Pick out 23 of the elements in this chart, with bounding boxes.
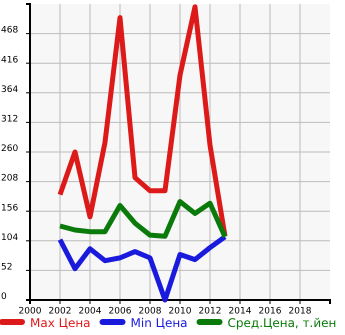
x-tick-label: 2008 <box>138 306 162 316</box>
x-tick-label: 2014 <box>228 306 252 316</box>
y-tick-label: 468 <box>1 26 18 36</box>
y-tick-label: 0 <box>1 292 7 302</box>
y-tick-label: 364 <box>1 84 18 95</box>
y-tick-label: 104 <box>1 232 18 243</box>
y-tick-label: 416 <box>1 55 18 66</box>
x-tick-label: 2016 <box>258 306 282 316</box>
legend-label: Сред.Цена, т.йен <box>228 316 336 330</box>
y-tick-label: 208 <box>1 174 18 184</box>
y-tick-label: 156 <box>1 203 18 214</box>
x-tick-label: 2000 <box>18 306 42 316</box>
y-tick-label: 260 <box>1 144 18 154</box>
x-tick-label: 2010 <box>168 306 192 316</box>
legend-label: Min Цена <box>130 316 188 330</box>
x-tick-label: 2012 <box>198 306 222 316</box>
x-tick-label: 2006 <box>108 306 132 316</box>
legend-label: Max Цена <box>30 316 91 330</box>
x-tick-label: 2004 <box>78 306 102 316</box>
y-tick-label: 312 <box>1 114 18 124</box>
x-tick-label: 2018 <box>288 306 312 316</box>
x-tick-label: 2002 <box>48 306 72 316</box>
y-tick-label: 52 <box>1 262 12 272</box>
